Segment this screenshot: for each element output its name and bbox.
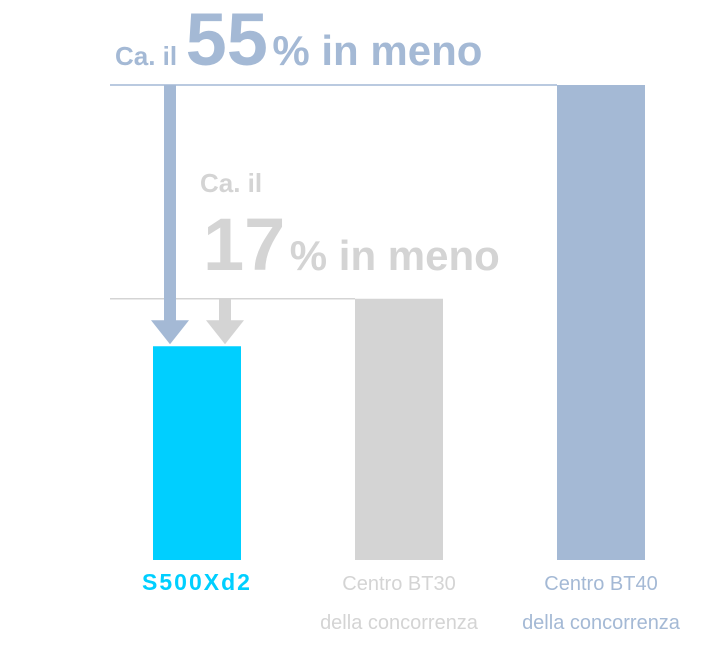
- category-label: S500Xd2: [142, 569, 252, 595]
- bar: [557, 85, 645, 560]
- annotation-prefix: Ca. il: [115, 41, 177, 71]
- annotation-suffix: % in meno: [272, 27, 482, 74]
- arrow-head: [151, 320, 189, 345]
- category-label: Centro BT30: [342, 573, 455, 595]
- annotation-suffix: % in meno: [290, 232, 500, 279]
- annotation-prefix: Ca. il: [200, 168, 262, 198]
- category-label: della concorrenza: [320, 612, 479, 634]
- annotation: Ca. il 55 % in meno: [115, 0, 482, 81]
- category-label: Centro BT40: [544, 573, 657, 595]
- category-label: della concorrenza: [522, 612, 681, 634]
- arrow-shaft: [219, 298, 231, 323]
- arrow-head: [206, 320, 244, 345]
- annotation: 17 % in meno: [203, 203, 500, 286]
- arrow-shaft: [164, 85, 176, 323]
- annotation-number: 17: [203, 203, 285, 286]
- bar: [153, 346, 241, 560]
- annotation-number: 55: [186, 0, 268, 81]
- bar: [355, 298, 443, 560]
